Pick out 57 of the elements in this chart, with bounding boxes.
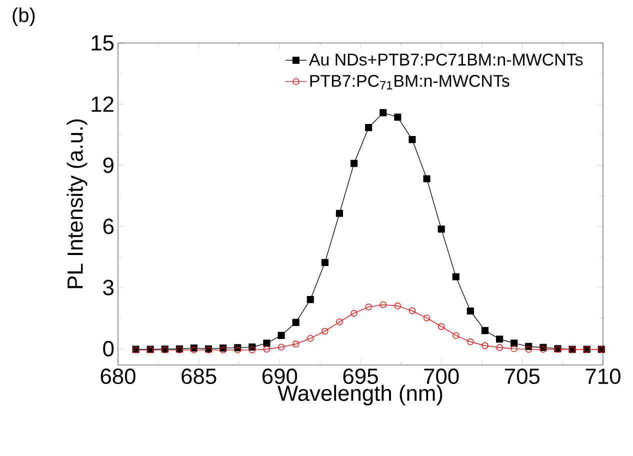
x-tick-label: 680	[100, 368, 136, 384]
point	[438, 323, 445, 330]
point	[336, 318, 343, 326]
point	[394, 302, 402, 310]
y-tick-label: 3	[103, 280, 114, 296]
x-tick-label: 705	[505, 368, 540, 384]
point	[408, 307, 416, 314]
point	[423, 175, 430, 182]
legend-label: PTB7:PC$_{71}$BM:n-MWCNTs	[310, 74, 510, 90]
point	[438, 226, 445, 233]
point	[466, 307, 474, 315]
text: (b)	[12, 8, 35, 26]
point	[525, 346, 532, 353]
y-tick-label: 9	[103, 158, 114, 174]
point	[394, 114, 402, 121]
point	[321, 258, 328, 266]
point	[234, 346, 241, 354]
point	[408, 136, 416, 144]
point	[496, 344, 503, 351]
point	[510, 345, 518, 352]
point	[365, 304, 372, 310]
point	[452, 332, 460, 339]
point	[292, 318, 300, 326]
point	[350, 160, 358, 167]
point	[467, 338, 474, 346]
x-tick-label: 695	[343, 368, 378, 384]
point	[380, 301, 386, 308]
point	[336, 210, 344, 217]
point	[365, 124, 372, 132]
y-axis-title: PL Intensity (a.u.)	[66, 119, 88, 288]
point	[452, 273, 460, 280]
point	[510, 340, 518, 347]
y-tick-label: 15	[92, 35, 114, 51]
point	[263, 340, 270, 347]
point	[496, 336, 504, 343]
point	[481, 327, 489, 334]
point	[322, 328, 328, 335]
point	[482, 342, 488, 349]
point	[350, 310, 358, 317]
point	[292, 340, 300, 348]
point	[307, 334, 314, 342]
x-axis-title: Wavelength (nm)	[278, 384, 442, 406]
point	[380, 109, 387, 116]
x-tick-label: 700	[424, 368, 459, 384]
x-tick-label: 690	[262, 368, 298, 384]
y-tick-label: 0	[103, 340, 114, 356]
x-tick-label: 685	[182, 368, 216, 384]
point	[278, 332, 285, 339]
point	[306, 296, 314, 304]
point	[278, 344, 285, 350]
legend-label: Au NDs+PTB7:PC71BM:n-MWCNTs	[308, 54, 583, 66]
point	[248, 346, 256, 354]
y-tick-label: 6	[103, 218, 114, 234]
point	[423, 314, 430, 322]
y-tick-label: 12	[92, 96, 114, 112]
point	[263, 346, 270, 352]
x-tick-label: 710	[586, 368, 620, 384]
